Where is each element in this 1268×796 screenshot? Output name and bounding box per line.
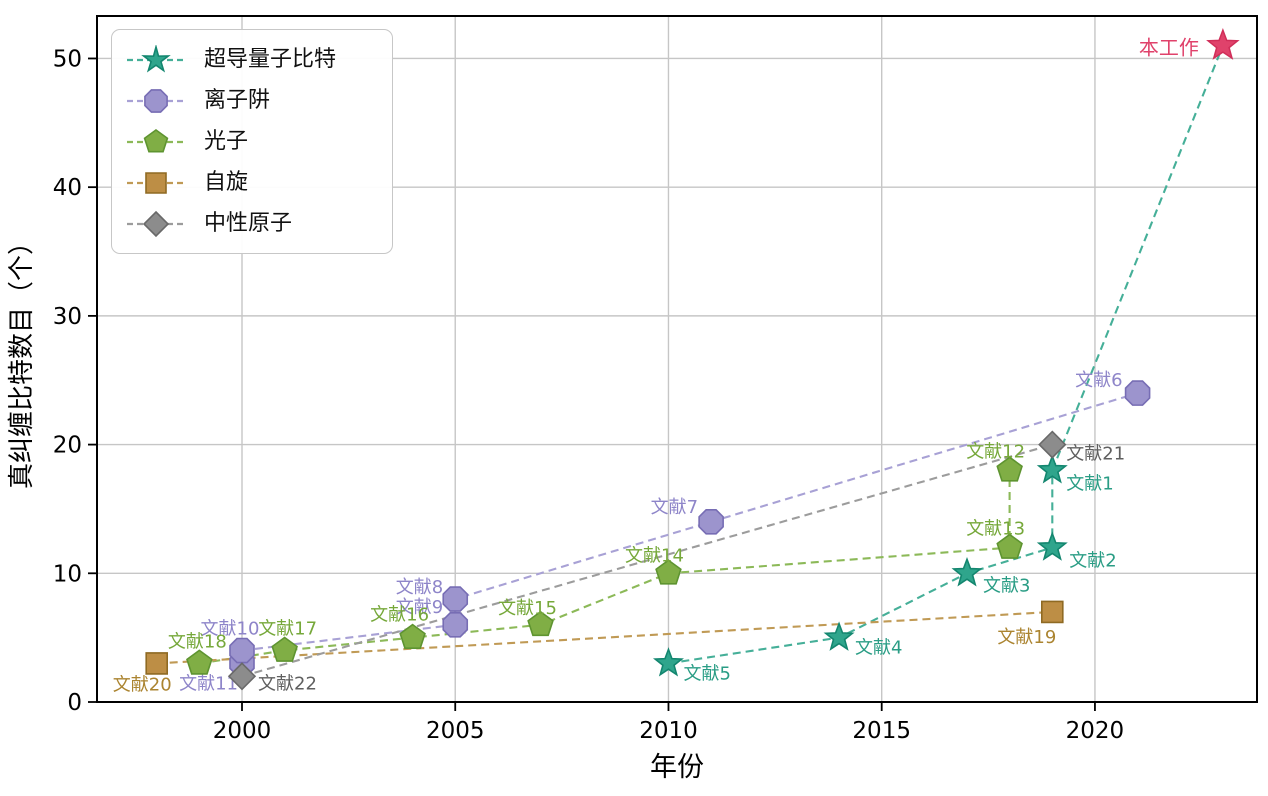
legend-entry-photon[interactable]: 光子 [124,121,382,162]
data-point-文献8 [442,586,469,612]
data-point-文献12 [996,456,1023,482]
diamond-icon [127,210,185,237]
annotation-文献2: 文献2 [1069,551,1116,572]
annotation-文献14: 文献14 [625,545,684,566]
y-tick-label-0: 0 [67,690,82,716]
y-axis-label: 真纠缠比特数目（个） [7,229,37,489]
data-point-文献10 [229,637,255,664]
annotation-文献22: 文献22 [258,673,317,694]
annotation-文献1: 文献1 [1066,473,1113,494]
legend-entry-superconducting[interactable]: 超导量子比特 [124,39,382,80]
x-tick-label-2000: 2000 [213,718,272,744]
data-point-文献2 [1036,531,1068,561]
data-point-文献15 [527,610,554,637]
series-line-3 [156,610,1053,665]
annotation-文献11: 文献11 [179,673,238,694]
annotation-文献21: 文献21 [1066,444,1125,465]
annotation-文献20: 文献20 [113,674,172,695]
series-line-1 [240,392,1138,664]
legend-entry-neutral-atom[interactable]: 中性原子 [124,203,382,244]
data-point-文献21 [1038,430,1067,459]
y-tick-label-20: 20 [53,433,82,459]
annotation-文献10: 文献10 [201,619,260,640]
legend-entry-spin[interactable]: 自旋 [124,162,382,203]
square-icon [127,171,185,194]
data-point-文献3 [951,557,983,587]
data-point-本工作 [1206,27,1240,60]
annotation-文献15: 文献15 [498,598,557,619]
y-tick-label-50: 50 [53,46,82,72]
y-tick-label-30: 30 [53,304,82,330]
octagon-icon [127,88,185,113]
data-point-文献20 [145,652,169,675]
data-point-文献1 [1036,454,1068,484]
x-axis-label: 年份 [650,752,704,783]
annotation-文献5: 文献5 [683,663,730,684]
data-point-文献22 [227,662,257,691]
data-point-文献7 [698,509,724,535]
data-point-文献18 [186,649,213,675]
y-tick-label-10: 10 [53,561,82,587]
x-tick-label-2010: 2010 [639,718,698,744]
annotation-文献17: 文献17 [258,619,317,640]
data-point-文献9 [442,611,469,638]
annotation-本工作: 本工作 [1139,36,1199,60]
series-line-2 [199,470,1011,665]
legend-label: 光子 [204,128,249,154]
legend-label: 自旋 [204,169,249,195]
legend: 超导量子比特 离子阱 光子 自旋 [111,29,393,254]
x-tick-label-2020: 2020 [1066,718,1125,744]
data-point-文献6 [1124,380,1151,406]
data-point-文献16 [399,623,426,649]
annotation-文献6: 文献6 [1075,370,1122,391]
legend-label: 超导量子比特 [204,46,337,72]
annotation-文献16: 文献16 [370,605,429,626]
highlight-connector [1051,45,1224,471]
x-tick-label-2015: 2015 [852,718,911,744]
data-point-文献14 [655,559,682,585]
annotation-文献13: 文献13 [966,519,1025,540]
data-point-文献19 [1040,600,1064,624]
legend-label: 离子阱 [204,87,271,113]
data-point-文献13 [996,533,1023,559]
annotation-文献19: 文献19 [997,627,1056,648]
plot-frame [96,15,1258,703]
annotation-文献9: 文献9 [396,597,443,618]
annotation-文献18: 文献18 [168,631,227,652]
annotation-文献8: 文献8 [396,577,443,598]
annotation-文献3: 文献3 [983,575,1030,596]
data-point-文献4 [823,621,855,651]
pentagon-icon [127,128,185,153]
data-point-文献17 [271,636,298,662]
series-line-4 [241,443,1053,678]
x-tick-label-2005: 2005 [426,718,485,744]
legend-entry-ion-trap[interactable]: 离子阱 [124,80,382,121]
data-point-文献5 [652,647,684,677]
legend-label: 中性原子 [204,210,293,236]
annotation-文献7: 文献7 [651,497,698,518]
annotation-文献12: 文献12 [966,441,1025,462]
y-tick-label-40: 40 [53,175,82,201]
annotation-文献4: 文献4 [855,638,902,659]
star-icon [127,44,185,72]
